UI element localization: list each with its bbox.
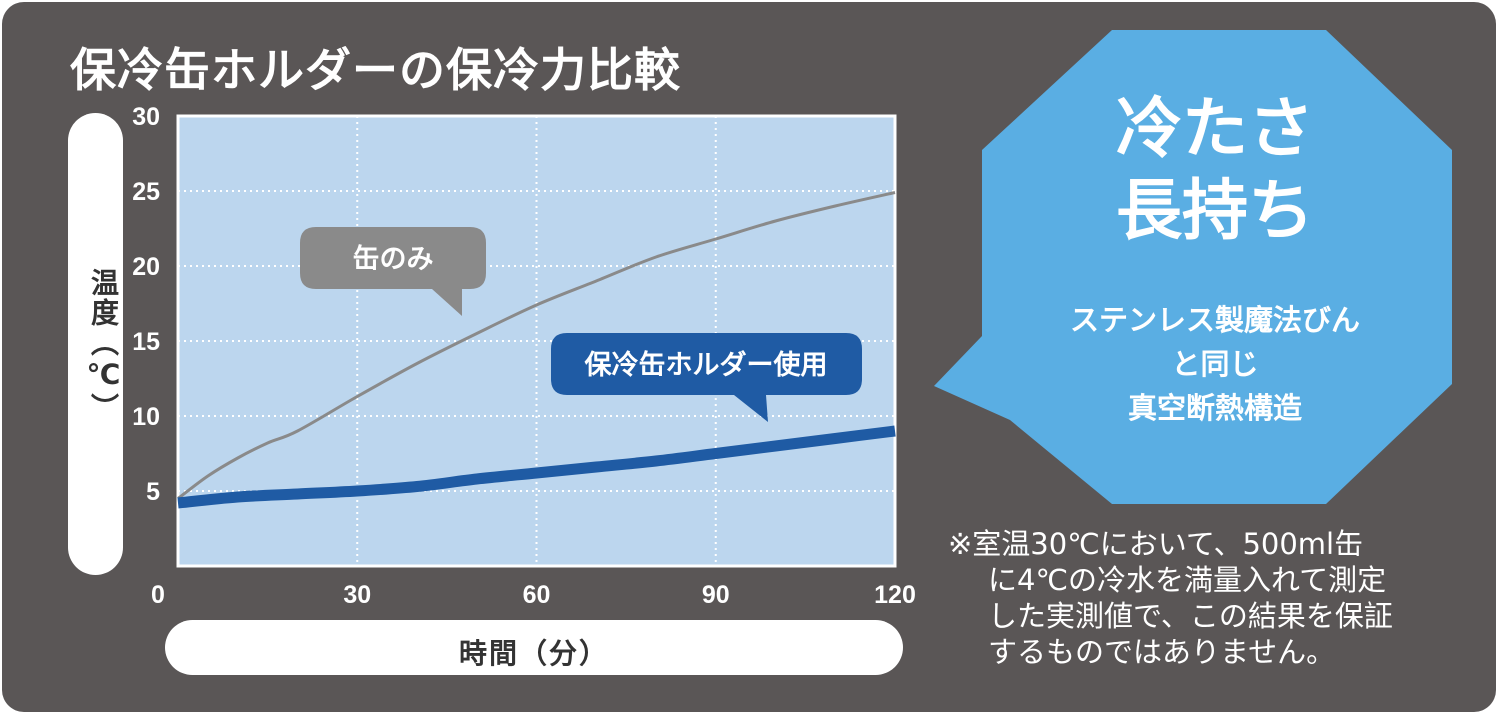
y-tick-label: 20 <box>132 253 160 281</box>
footnote-line2: に4℃の冷水を満量入れて測定 <box>988 563 1387 597</box>
legend-label-can-only: 缶のみ <box>353 243 434 275</box>
y-axis-label: 温度（℃） <box>87 268 120 423</box>
y-tick-label: 5 <box>146 478 160 506</box>
badge-headline: 冷たさ 長持ち <box>1005 88 1425 252</box>
x-tick-label: 60 <box>523 581 551 609</box>
badge-headline-line2: 長持ち <box>1116 172 1314 249</box>
badge-headline-line1: 冷たさ <box>1116 90 1314 167</box>
chart-title: 保冷缶ホルダーの保冷力比較 <box>70 43 681 97</box>
feature-badge <box>934 30 1452 504</box>
y-tick-label: 25 <box>132 178 160 206</box>
badge-subtext: ステンレス製魔法びん と同じ 真空断熱構造 <box>1005 298 1425 430</box>
x-axis-label: 時間（分） <box>458 637 609 670</box>
series-lines <box>177 191 896 509</box>
callout-holder-bubble <box>551 333 862 422</box>
axis-ticks: 5 10 15 20 25 30 0 30 60 90 120 <box>132 103 916 609</box>
callout-can-only-bubble <box>300 227 486 316</box>
y-tick-label: 10 <box>132 403 160 431</box>
y-axis-label-pill <box>68 113 123 575</box>
series-line-can-only <box>177 191 896 500</box>
y-tick-label: 30 <box>132 103 160 131</box>
x-tick-label: 30 <box>343 581 371 609</box>
gridlines <box>176 114 897 568</box>
footnote: ※室温30℃において、500ml缶 に4℃の冷水を満量入れて測定 した実測値で、… <box>948 526 1488 670</box>
x-tick-label: 0 <box>151 581 165 609</box>
footnote-line1: ※室温30℃において、500ml缶 <box>948 527 1364 561</box>
x-tick-label: 120 <box>874 581 916 609</box>
y-tick-label: 15 <box>132 328 160 356</box>
x-tick-label: 90 <box>702 581 730 609</box>
x-axis-label-pill <box>165 620 903 675</box>
badge-subtext-line1: ステンレス製魔法びん <box>1069 303 1360 337</box>
plot-frame <box>176 114 897 568</box>
callout-holder: 保冷缶ホルダー使用 <box>551 333 862 422</box>
callout-can-only: 缶のみ <box>300 227 486 316</box>
footnote-line3: した実測値で、この結果を保証 <box>988 599 1393 633</box>
series-line-holder <box>177 425 896 509</box>
footnote-line4: するものではありません。 <box>988 635 1336 669</box>
legend-label-holder: 保冷缶ホルダー使用 <box>584 349 828 381</box>
badge-subtext-line3: 真空断熱構造 <box>1127 391 1302 425</box>
badge-subtext-line2: と同じ <box>1171 347 1259 381</box>
